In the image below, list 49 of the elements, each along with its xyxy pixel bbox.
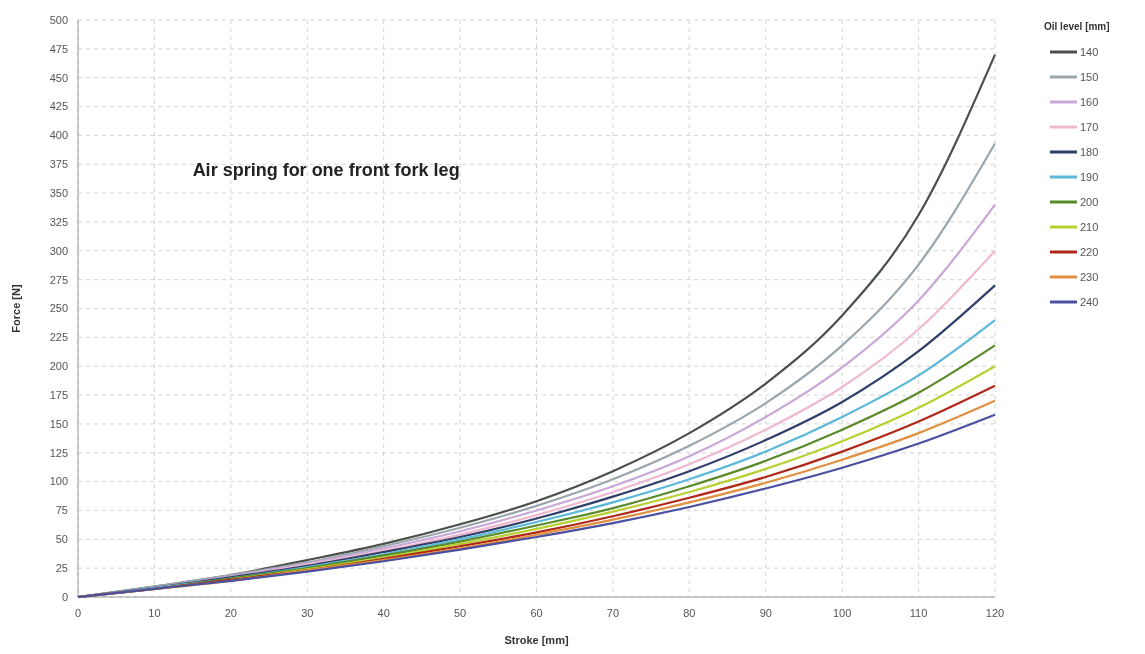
- y-tick-label: 400: [49, 129, 68, 142]
- y-tick-label: 450: [49, 71, 68, 84]
- legend-title: Oil level [mm]: [1044, 21, 1110, 32]
- x-tick-label: 60: [530, 607, 543, 619]
- y-tick-label: 325: [49, 215, 68, 228]
- y-tick-label: 500: [49, 13, 68, 26]
- y-tick-label: 475: [49, 42, 68, 55]
- y-tick-label: 275: [49, 273, 68, 286]
- y-axis-title: Force [N]: [10, 284, 22, 333]
- x-tick-label: 70: [606, 607, 620, 619]
- legend-label: 220: [1080, 245, 1099, 258]
- y-tick-label: 200: [49, 360, 68, 373]
- legend-label: 180: [1080, 145, 1099, 158]
- legend-label: 190: [1080, 170, 1099, 183]
- y-tick-label: 175: [49, 388, 68, 401]
- y-tick-label: 125: [49, 446, 68, 459]
- x-tick-label: 120: [985, 607, 1005, 619]
- y-tick-label: 250: [49, 302, 68, 315]
- x-tick-label: 50: [453, 607, 467, 619]
- legend-label: 230: [1080, 270, 1099, 283]
- x-tick-label: 10: [148, 607, 161, 619]
- y-tick-label: 150: [49, 417, 68, 430]
- y-tick-label: 375: [49, 158, 68, 171]
- y-tick-label: 0: [61, 590, 68, 603]
- y-tick-label: 225: [49, 331, 68, 344]
- y-tick-label: 50: [55, 533, 68, 546]
- y-tick-label: 425: [49, 100, 68, 113]
- y-tick-label: 300: [49, 244, 68, 257]
- x-axis-title: Stroke [mm]: [504, 634, 569, 646]
- x-tick-label: 0: [74, 607, 82, 619]
- legend-label: 140: [1080, 45, 1099, 58]
- legend-label: 160: [1080, 95, 1099, 108]
- y-tick-label: 100: [49, 475, 68, 488]
- legend-label: 240: [1080, 295, 1099, 308]
- text: Air spring for one front fork leg: [192, 159, 460, 180]
- legend-label: 170: [1080, 120, 1099, 133]
- x-tick-label: 100: [832, 607, 852, 619]
- legend-label: 210: [1080, 220, 1099, 233]
- x-tick-label: 30: [301, 607, 314, 619]
- x-tick-label: 40: [377, 607, 390, 619]
- y-tick-label: 350: [49, 186, 68, 199]
- x-tick-label: 90: [759, 607, 772, 619]
- y-tick-label: 25: [55, 562, 68, 574]
- y-tick-label: 75: [55, 504, 68, 517]
- x-tick-label: 80: [683, 607, 696, 619]
- legend-label: 150: [1080, 70, 1099, 83]
- legend-label: 200: [1080, 195, 1099, 208]
- x-tick-label: 20: [224, 607, 237, 619]
- x-tick-label: 110: [909, 607, 928, 619]
